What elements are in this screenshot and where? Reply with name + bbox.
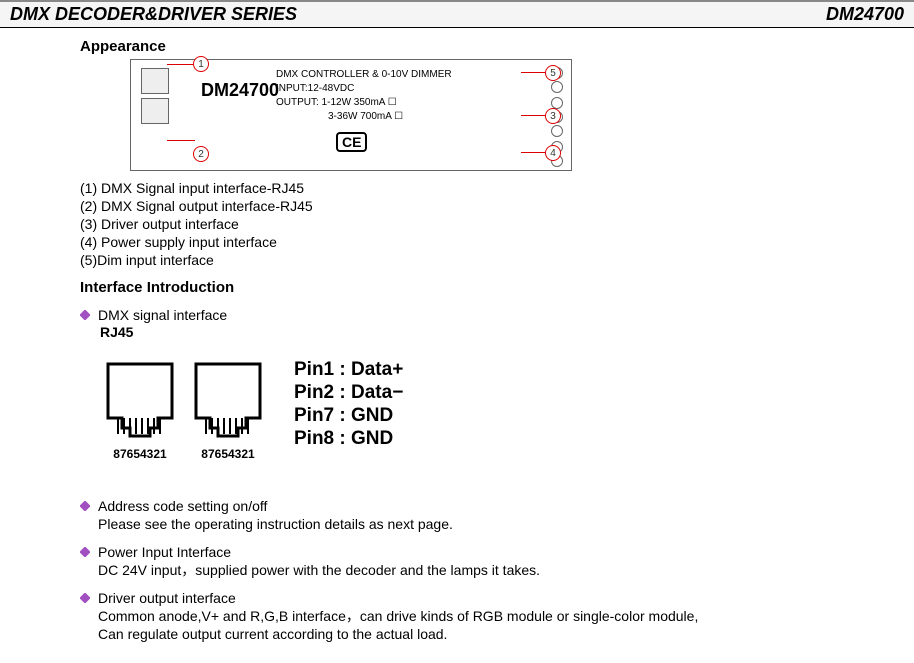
callout-item: (3) Driver output interface: [80, 215, 834, 233]
interface-title: Interface Introduction: [80, 279, 834, 296]
callout-item: (1) DMX Signal input interface-RJ45: [80, 179, 834, 197]
bullet-dmx-signal: DMX signal interface: [80, 306, 834, 324]
pin-def: Pin2 : Data−: [294, 381, 403, 404]
spec-line: DMX CONTROLLER & 0-10V DIMMER: [276, 68, 452, 82]
ce-mark-icon: CE: [336, 132, 367, 152]
pin-numbers: 87654321: [188, 447, 268, 461]
spec-line: 3-36W 700mA ☐: [328, 110, 452, 124]
bullet-title: Driver output interface: [98, 589, 698, 607]
pin-def: Pin7 : GND: [294, 404, 403, 427]
bullet-title: Address code setting on/off: [98, 497, 453, 515]
device-diagram: 1 2 DM24700 DMX CONTROLLER & 0-10V DIMME…: [130, 59, 572, 171]
callout-line: [521, 72, 547, 73]
rj45-port-icon: [141, 68, 169, 94]
spec-line: OUTPUT: 1-12W 350mA ☐: [276, 96, 452, 110]
terminal-icon: [551, 81, 563, 93]
page-header: DMX DECODER&DRIVER SERIES DM24700: [0, 0, 914, 28]
callout-item: (4) Power supply input interface: [80, 233, 834, 251]
header-left: DMX DECODER&DRIVER SERIES: [10, 4, 297, 25]
pin-def: Pin1 : Data+: [294, 358, 403, 381]
bullet-body: Can regulate output current according to…: [98, 625, 698, 643]
bullet-diamond-icon: [80, 501, 90, 511]
bullet-text: DMX signal interface: [98, 306, 227, 324]
callout-line: [167, 64, 195, 65]
bullet-title: Power Input Interface: [98, 543, 540, 561]
callout-item: (5)Dim input interface: [80, 251, 834, 269]
rj45-jack-icon: 87654321: [188, 358, 268, 461]
rj45-port-icon: [141, 98, 169, 124]
callout-item: (2) DMX Signal output interface-RJ45: [80, 197, 834, 215]
rj45-diagram: 87654321 87654321 Pin1 : Data+ Pin2 : Da…: [100, 358, 834, 461]
device-model-label: DM24700: [201, 80, 279, 101]
bullet-body: DC 24V input，supplied power with the dec…: [98, 561, 540, 579]
callout-line: [167, 140, 195, 141]
bullet-diamond-icon: [80, 310, 90, 320]
rj45-jack-icon: 87654321: [100, 358, 180, 461]
callout-line: [521, 152, 547, 153]
bullet-diamond-icon: [80, 547, 90, 557]
bullet-diamond-icon: [80, 593, 90, 603]
rj45-label: RJ45: [100, 324, 834, 340]
device-specs: DMX CONTROLLER & 0-10V DIMMER INPUT:12-4…: [276, 68, 452, 124]
bullet-body: Please see the operating instruction det…: [98, 515, 453, 533]
pin-numbers: 87654321: [100, 447, 180, 461]
pin-definitions: Pin1 : Data+ Pin2 : Data− Pin7 : GND Pin…: [294, 358, 403, 450]
bullet-address-code: Address code setting on/off Please see t…: [80, 497, 834, 533]
callout-line: [521, 115, 547, 116]
pin-def: Pin8 : GND: [294, 427, 403, 450]
callout-1: 1: [193, 56, 209, 72]
callout-list: (1) DMX Signal input interface-RJ45 (2) …: [80, 179, 834, 269]
callout-2: 2: [193, 146, 209, 162]
callout-3: 3: [545, 108, 561, 124]
content: Appearance 1 2 DM24700 DMX CONTROLLER & …: [0, 28, 914, 663]
callout-4: 4: [545, 145, 561, 161]
appearance-title: Appearance: [80, 38, 834, 55]
bullet-body: Common anode,V+ and R,G,B interface，can …: [98, 607, 698, 625]
spec-line: INPUT:12-48VDC: [276, 82, 452, 96]
bullet-text: Power Input Interface DC 24V input，suppl…: [98, 543, 540, 579]
bullet-power-input: Power Input Interface DC 24V input，suppl…: [80, 543, 834, 579]
callout-5: 5: [545, 65, 561, 81]
bullet-text: Address code setting on/off Please see t…: [98, 497, 453, 533]
terminal-icon: [551, 125, 563, 137]
header-right: DM24700: [826, 4, 904, 25]
